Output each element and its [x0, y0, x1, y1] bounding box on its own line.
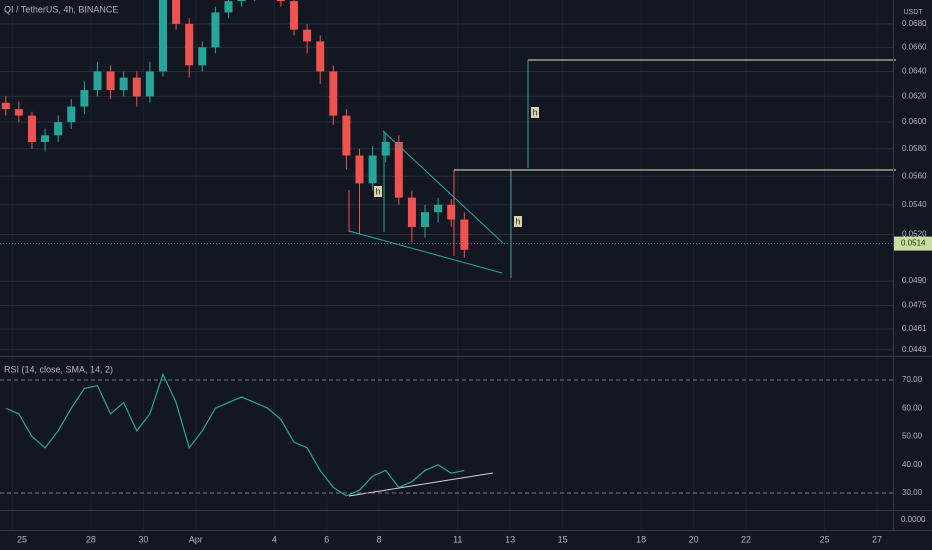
candle-body [394, 142, 403, 198]
candle-body [93, 71, 102, 91]
x-tick-label: 11 [453, 534, 462, 544]
candle-body [132, 77, 141, 97]
x-tick-label: 28 [86, 534, 96, 544]
candle-body [237, 0, 246, 2]
y-tick-label: 0.0600 [902, 117, 927, 126]
x-tick-label: 13 [505, 534, 515, 544]
annotation: h [532, 107, 537, 117]
y-tick-label: 0.0449 [902, 345, 927, 354]
y-tick-label: 0.0490 [902, 276, 927, 285]
candle-body [67, 106, 76, 123]
candle-body [289, 1, 298, 30]
candle-body [106, 71, 115, 91]
y-tick-label: 0.0560 [902, 171, 927, 180]
candle-body [421, 212, 430, 227]
last-price-label: 0.0514 [901, 239, 926, 248]
candle-body [145, 71, 154, 97]
candle-body [303, 29, 312, 42]
y-tick-label: 60.00 [902, 403, 923, 412]
lower-pane-tick: 0.0000 [901, 515, 926, 524]
annotation-box [514, 216, 522, 227]
rsi-line [5, 372, 465, 497]
candle-body [41, 135, 50, 143]
x-tick-label: 20 [689, 534, 699, 544]
x-tick-label: 18 [636, 534, 646, 544]
wedge-upper [382, 130, 504, 244]
y-tick-label: 0.0660 [902, 42, 927, 51]
y-tick-label: 70.00 [902, 375, 923, 384]
x-tick-label: 15 [558, 534, 568, 544]
y-tick-label: 0.0640 [902, 67, 927, 76]
candle-body [172, 0, 181, 24]
y-tick-label: 0.0580 [902, 144, 927, 153]
wedge-lower [348, 230, 503, 274]
x-tick-label: 8 [377, 534, 382, 544]
candle-body [407, 197, 416, 227]
candle-body [14, 109, 23, 116]
chart-title: QI / TetherUS, 4h, BINANCE [4, 4, 118, 14]
y-tick-label: 0.0461 [902, 324, 927, 333]
candle-body [158, 0, 167, 72]
x-tick-label: 27 [872, 534, 882, 544]
x-tick-label: 6 [324, 534, 329, 544]
x-tick-label: Apr [189, 534, 203, 544]
candle-body [54, 122, 63, 136]
candle-body [80, 90, 89, 107]
candle-body [1, 102, 10, 110]
rsi-trendline [348, 472, 494, 497]
last-price-box [894, 236, 932, 251]
candle-body [447, 204, 456, 220]
y-tick-label: 30.00 [902, 488, 923, 497]
candle-body [329, 71, 338, 116]
y-tick-label: 40.00 [902, 460, 923, 469]
candle-body [381, 142, 390, 156]
y-tick-label: 0.0475 [902, 301, 927, 310]
x-tick-label: 25 [17, 534, 27, 544]
drawings: h h h [348, 59, 896, 497]
x-tick-label: 25 [820, 534, 830, 544]
y-tick-label: 0.0620 [902, 92, 927, 101]
candle-body [355, 155, 364, 184]
price-pane [0, 0, 893, 258]
candle-body [211, 12, 220, 48]
candle-body [224, 1, 233, 13]
candle-body [276, 0, 285, 2]
x-tick-label: 4 [272, 534, 277, 544]
y-tick-label: 0.0520 [902, 230, 927, 239]
candle-body [198, 47, 207, 66]
candle-body [27, 115, 36, 143]
grid [0, 0, 893, 530]
candle-body [316, 41, 325, 72]
y-tick-label: 0.0680 [902, 19, 927, 28]
x-tick-label: 30 [138, 534, 148, 544]
annotation: h [375, 186, 380, 196]
annotation: h [515, 216, 520, 226]
annotation-box [531, 107, 539, 118]
rsi-title: RSI (14, close, SMA, 14, 2) [4, 364, 113, 374]
candle-body [185, 23, 194, 66]
y-tick-label: 50.00 [902, 432, 923, 441]
rsi-pane [0, 372, 893, 497]
candle-body [368, 155, 377, 184]
candle-body [434, 204, 443, 213]
annotation-box [374, 186, 382, 197]
candle-body [460, 219, 469, 250]
candle-body [342, 115, 351, 156]
unit-label: USDT [903, 9, 923, 16]
candle-body [119, 77, 128, 91]
x-tick-label: 22 [741, 534, 751, 544]
y-tick-label: 0.0540 [902, 200, 927, 209]
